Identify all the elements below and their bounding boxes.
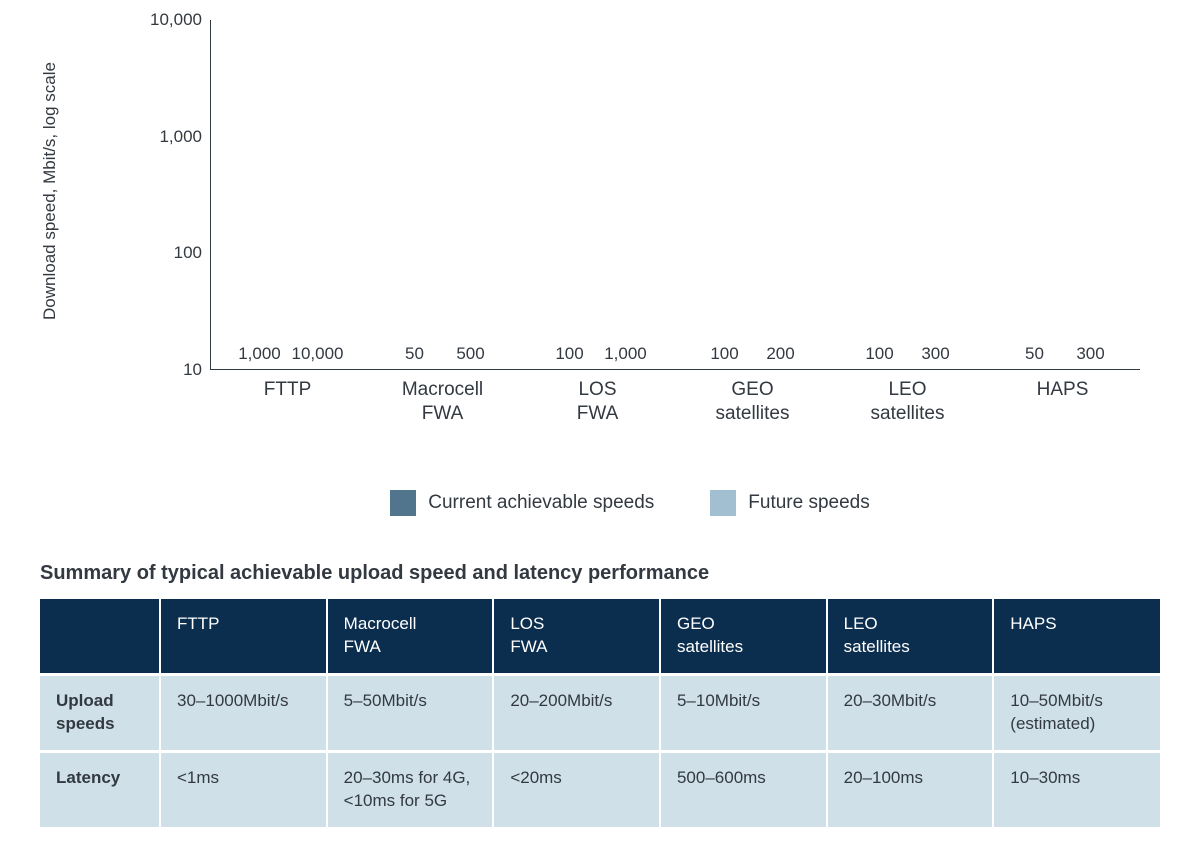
download-speed-chart: Download speed, Mbit/s, log scale 101001…: [100, 20, 1160, 420]
category-label: MacrocellFWA: [363, 378, 523, 426]
table-body: Upload speeds30–1000Mbit/s5–50Mbit/s20–2…: [40, 674, 1160, 826]
bar-value-label: 300: [912, 344, 960, 364]
legend-swatch: [390, 490, 416, 516]
table-cell: 30–1000Mbit/s: [160, 674, 327, 751]
category-label: LOSFWA: [518, 378, 678, 426]
bar-value-label: 50: [391, 344, 439, 364]
bar-value-label: 100: [546, 344, 594, 364]
table-cell: 10–30ms: [993, 751, 1160, 826]
table-column-header: FTTP: [160, 599, 327, 674]
legend-item: Current achievable speeds: [390, 490, 654, 516]
table-cell: 5–50Mbit/s: [327, 674, 494, 751]
legend-label: Current achievable speeds: [428, 492, 654, 514]
table-header-row: FTTPMacrocellFWALOSFWAGEOsatellitesLEOsa…: [40, 599, 1160, 674]
table-cell: 20–100ms: [827, 751, 994, 826]
legend-item: Future speeds: [710, 490, 869, 516]
y-tick: 10,000: [150, 10, 202, 30]
category-label: GEOsatellites: [673, 378, 833, 426]
table-cell: 500–600ms: [660, 751, 827, 826]
table-cell: 20–30Mbit/s: [827, 674, 994, 751]
table-cell: 20–30ms for 4G, <10ms for 5G: [327, 751, 494, 826]
bar-value-label: 10,000: [292, 344, 340, 364]
x-axis-line: [210, 369, 1140, 370]
table-title: Summary of typical achievable upload spe…: [40, 562, 1160, 585]
table-column-header: LEOsatellites: [827, 599, 994, 674]
legend-label: Future speeds: [748, 492, 869, 514]
category-label: HAPS: [983, 378, 1143, 402]
performance-table: FTTPMacrocellFWALOSFWAGEOsatellitesLEOsa…: [40, 599, 1160, 827]
y-tick: 10: [183, 360, 202, 380]
table-column-header: LOSFWA: [493, 599, 660, 674]
category-label: FTTP: [208, 378, 368, 402]
table-cell: <20ms: [493, 751, 660, 826]
table-cell: 10–50Mbit/s (estimated): [993, 674, 1160, 751]
chart-plot: 1,00010,000FTTP50500MacrocellFWA1001,000…: [210, 20, 1140, 370]
table-cell: <1ms: [160, 751, 327, 826]
table-row: Upload speeds30–1000Mbit/s5–50Mbit/s20–2…: [40, 674, 1160, 751]
table-cell: 20–200Mbit/s: [493, 674, 660, 751]
table-column-header: MacrocellFWA: [327, 599, 494, 674]
legend-swatch: [710, 490, 736, 516]
bar-value-label: 100: [856, 344, 904, 364]
bar-value-label: 200: [757, 344, 805, 364]
bar-value-label: 300: [1067, 344, 1115, 364]
table-column-header: [40, 599, 160, 674]
table-column-header: GEOsatellites: [660, 599, 827, 674]
y-axis-ticks: 101001,00010,000: [140, 20, 210, 370]
bar-value-label: 500: [447, 344, 495, 364]
y-tick: 100: [174, 243, 202, 263]
table-cell: 5–10Mbit/s: [660, 674, 827, 751]
y-axis-line: [210, 20, 211, 370]
chart-legend: Current achievable speeds Future speeds: [100, 490, 1160, 522]
bar-value-label: 50: [1011, 344, 1059, 364]
table-row-header: Latency: [40, 751, 160, 826]
category-label: LEOsatellites: [828, 378, 988, 426]
bar-value-label: 1,000: [602, 344, 650, 364]
table-column-header: HAPS: [993, 599, 1160, 674]
bar-value-label: 1,000: [236, 344, 284, 364]
y-axis-label: Download speed, Mbit/s, log scale: [40, 120, 60, 320]
table-row: Latency<1ms20–30ms for 4G, <10ms for 5G<…: [40, 751, 1160, 826]
bar-value-label: 100: [701, 344, 749, 364]
table-row-header: Upload speeds: [40, 674, 160, 751]
y-tick: 1,000: [159, 127, 202, 147]
